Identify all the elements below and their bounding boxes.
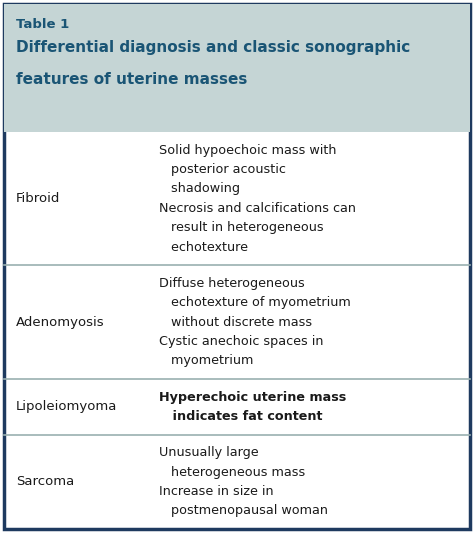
- Text: heterogeneous mass: heterogeneous mass: [159, 466, 305, 479]
- Text: Unusually large: Unusually large: [159, 446, 259, 459]
- Text: Differential diagnosis and classic sonographic: Differential diagnosis and classic sonog…: [16, 40, 410, 55]
- Text: result in heterogeneous: result in heterogeneous: [159, 221, 324, 234]
- Text: Diffuse heterogeneous: Diffuse heterogeneous: [159, 277, 305, 290]
- Text: Cystic anechoic spaces in: Cystic anechoic spaces in: [159, 335, 323, 348]
- Text: Solid hypoechoic mass with: Solid hypoechoic mass with: [159, 143, 337, 157]
- Text: features of uterine masses: features of uterine masses: [16, 72, 247, 87]
- Text: Adenomyosis: Adenomyosis: [16, 316, 105, 329]
- Text: indicates fat content: indicates fat content: [159, 410, 322, 423]
- Text: shadowing: shadowing: [159, 182, 240, 196]
- Text: Increase in size in: Increase in size in: [159, 485, 273, 498]
- Text: Sarcoma: Sarcoma: [16, 475, 74, 488]
- Text: Necrosis and calcifications can: Necrosis and calcifications can: [159, 202, 356, 215]
- Bar: [4, 4, 470, 132]
- Text: postmenopausal woman: postmenopausal woman: [159, 504, 328, 518]
- Text: echotexture of myometrium: echotexture of myometrium: [159, 296, 351, 309]
- Text: Lipoleiomyoma: Lipoleiomyoma: [16, 400, 118, 413]
- Text: Fibroid: Fibroid: [16, 192, 60, 205]
- Text: myometrium: myometrium: [159, 354, 254, 367]
- Text: Hyperechoic uterine mass: Hyperechoic uterine mass: [159, 391, 346, 403]
- Text: posterior acoustic: posterior acoustic: [159, 163, 286, 176]
- Text: without discrete mass: without discrete mass: [159, 316, 312, 329]
- Text: echotexture: echotexture: [159, 240, 248, 254]
- Text: Table 1: Table 1: [16, 18, 69, 31]
